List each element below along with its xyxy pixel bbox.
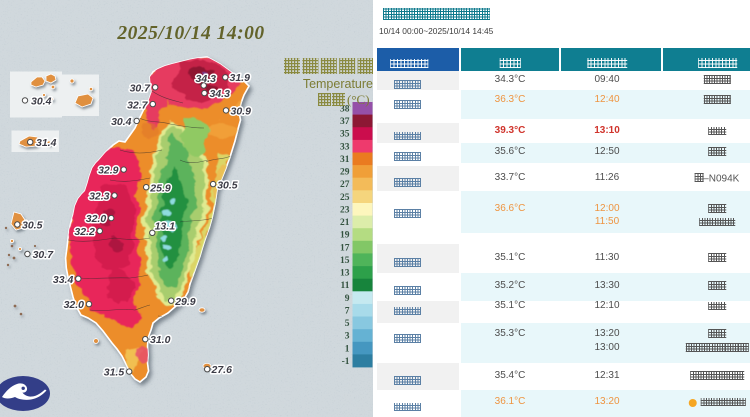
- svg-text:9: 9: [345, 294, 350, 304]
- svg-text:34.3: 34.3: [196, 73, 217, 85]
- svg-text:33.4: 33.4: [53, 274, 74, 286]
- svg-text:30.5: 30.5: [217, 179, 238, 191]
- svg-text:5: 5: [345, 319, 350, 329]
- svg-text:13: 13: [340, 269, 350, 279]
- svg-text:32.0: 32.0: [86, 213, 107, 225]
- svg-text:Temperature: Temperature: [303, 77, 373, 91]
- svg-text:34.3: 34.3: [210, 88, 231, 100]
- svg-text:37: 37: [340, 117, 350, 127]
- svg-text:30.7: 30.7: [33, 249, 55, 261]
- svg-text:32.9: 32.9: [98, 165, 119, 177]
- svg-text:21: 21: [340, 218, 350, 228]
- svg-text:11: 11: [341, 281, 350, 291]
- svg-text:31.4: 31.4: [36, 137, 57, 149]
- svg-text:3: 3: [345, 332, 350, 342]
- svg-text:32.7: 32.7: [127, 99, 149, 111]
- svg-text:29: 29: [340, 168, 350, 178]
- svg-text:31.9: 31.9: [230, 72, 251, 84]
- svg-text:30.7: 30.7: [130, 83, 152, 95]
- svg-text:25.9: 25.9: [149, 182, 171, 194]
- svg-text:19: 19: [340, 231, 350, 241]
- svg-text:23: 23: [340, 206, 350, 216]
- svg-text:30.5: 30.5: [22, 220, 43, 232]
- svg-text:-1: -1: [342, 357, 350, 367]
- svg-text:2025/10/14 14:00: 2025/10/14 14:00: [116, 23, 264, 44]
- svg-text:30.4: 30.4: [111, 116, 132, 128]
- svg-text:30.4: 30.4: [31, 96, 52, 108]
- svg-text:13.1: 13.1: [155, 221, 176, 233]
- svg-text:27.6: 27.6: [211, 364, 233, 376]
- svg-text:32.2: 32.2: [74, 226, 95, 238]
- svg-text:25: 25: [340, 193, 350, 203]
- svg-text:30.9: 30.9: [231, 105, 252, 117]
- svg-text:17: 17: [340, 243, 350, 253]
- svg-text:33: 33: [340, 142, 350, 152]
- svg-text:27: 27: [340, 180, 350, 190]
- svg-text:1: 1: [345, 344, 350, 354]
- svg-text:32.3: 32.3: [89, 191, 110, 203]
- svg-text:15: 15: [340, 256, 350, 266]
- svg-text:31.5: 31.5: [104, 367, 125, 379]
- svg-text:29.9: 29.9: [174, 296, 196, 308]
- svg-text:31.0: 31.0: [150, 334, 171, 346]
- svg-text:38: 38: [340, 105, 350, 115]
- svg-text:31: 31: [340, 155, 350, 165]
- svg-text:7: 7: [345, 306, 350, 316]
- svg-text:35: 35: [340, 130, 350, 140]
- svg-text:32.0: 32.0: [64, 299, 85, 311]
- svg-text:(°C): (°C): [347, 92, 370, 107]
